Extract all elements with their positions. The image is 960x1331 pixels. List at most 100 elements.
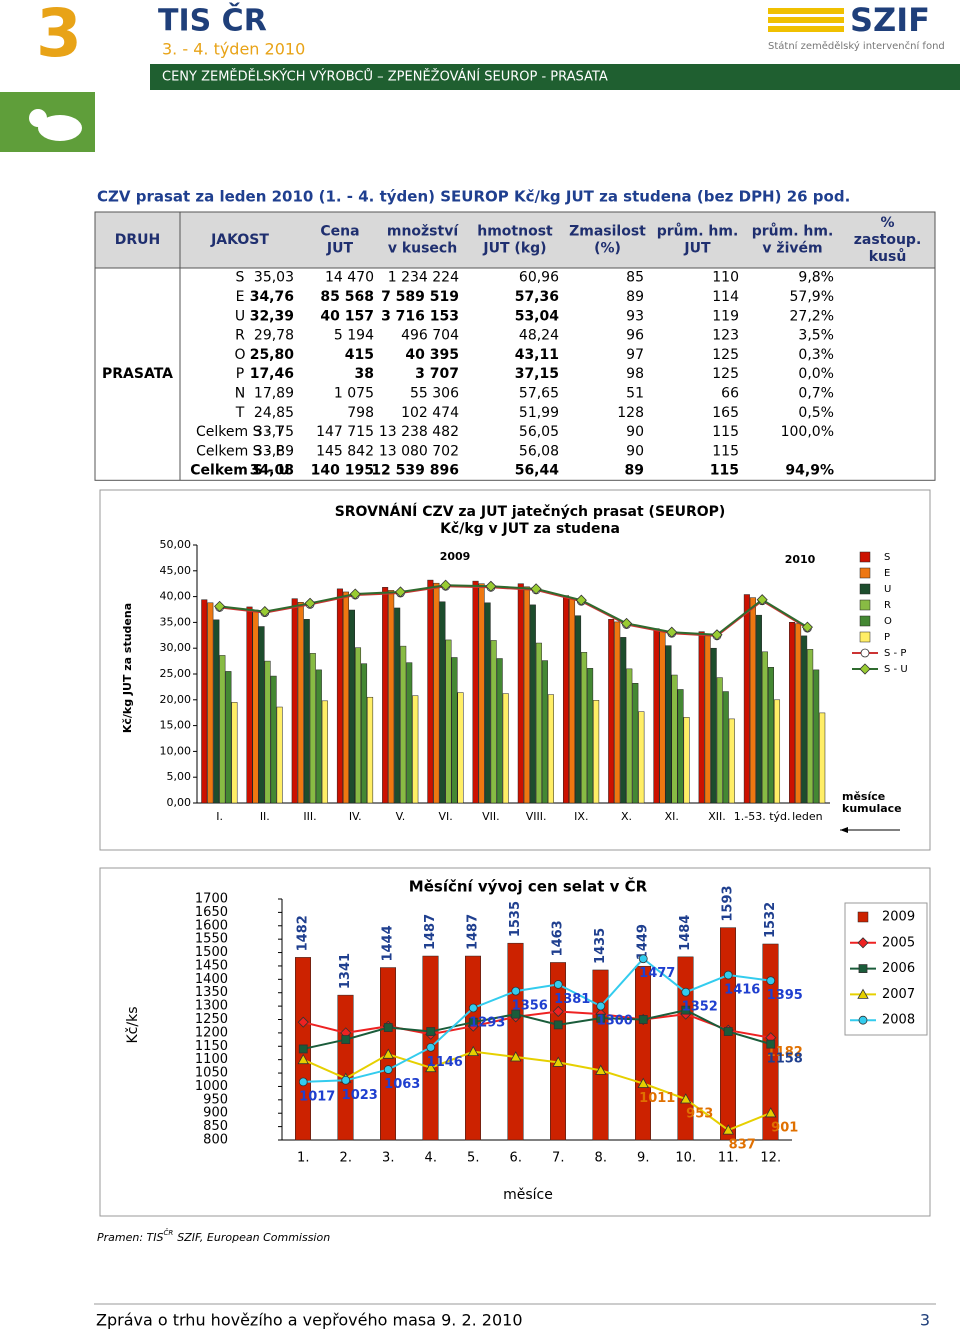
legend-swatch [859, 631, 871, 643]
point [637, 1077, 649, 1088]
y-tick-label: 1700 [195, 892, 228, 907]
legend-swatch [859, 583, 871, 595]
table-cell: 13 238 482 [379, 424, 459, 440]
table-cell: 798 [347, 405, 374, 421]
x-note: měsíce [842, 790, 885, 803]
bar [394, 607, 401, 804]
line [302, 1050, 772, 1132]
y-tick-label: 800 [203, 1133, 228, 1148]
table-cell: 25,80 [250, 347, 295, 363]
table-header: JAKOST [210, 232, 269, 248]
table-cell: 89 [625, 463, 644, 479]
point [341, 1075, 351, 1085]
y-tick-label: 900 [203, 1106, 228, 1121]
value-label: 1011 [639, 1091, 675, 1106]
x-tick-label: VI. [439, 810, 453, 823]
line [303, 957, 771, 1083]
table-cell: 57,9% [790, 289, 834, 305]
y-tick-label: 20,00 [160, 693, 192, 706]
bar [270, 675, 277, 804]
bar [635, 965, 651, 1141]
value-label: 1182 [767, 1045, 803, 1060]
szif-sub: Státní zemědělský intervenční fond [768, 40, 945, 52]
bar [665, 645, 672, 804]
table-header: JUT [326, 241, 354, 257]
point [341, 1035, 351, 1044]
bar [213, 619, 220, 804]
bar [677, 956, 694, 1141]
table-cell: 123 [712, 328, 739, 344]
table-header: % [880, 215, 894, 231]
table-cell: 56,44 [515, 463, 560, 479]
table-cell: 24,85 [254, 405, 294, 421]
y-tick-label: 35,00 [160, 615, 192, 628]
table-cell: 17,89 [254, 385, 294, 401]
table-cell: 51,99 [519, 405, 559, 421]
bar [406, 662, 413, 804]
bar [632, 683, 639, 804]
bar [801, 635, 808, 804]
bar [728, 718, 735, 804]
legend-label: 2009 [882, 910, 915, 925]
table-cell: 34,08 [250, 463, 294, 479]
table-cell: 32,39 [250, 308, 294, 324]
point [440, 579, 452, 591]
point [858, 1015, 868, 1025]
table-cell: P [236, 366, 244, 382]
bar [367, 696, 374, 804]
table-cell: 40 157 [320, 308, 374, 324]
bar [819, 712, 826, 804]
table-cell: 90 [626, 424, 644, 440]
x-tick-label: III. [303, 810, 316, 823]
table-header: JUT (kg) [482, 241, 546, 257]
bar [400, 645, 407, 804]
bar [773, 699, 781, 804]
table-header: množství [387, 224, 459, 240]
table-cell: T [235, 405, 245, 421]
point [297, 1053, 309, 1065]
point [859, 663, 871, 675]
chart-title: SROVNÁNÍ CZV za JUT jatečných prasat (SE… [335, 503, 726, 520]
table-cell: 115 [712, 424, 739, 440]
point [297, 1016, 309, 1028]
y-tick-label: 1350 [195, 985, 228, 1000]
line [219, 584, 808, 636]
source-b: SZIF, European Commission [177, 1231, 330, 1244]
x-tick-label: 7. [552, 1151, 564, 1166]
bar [638, 711, 645, 804]
table-cell: 3 707 [415, 366, 459, 382]
y-tick-label: 1500 [195, 945, 228, 960]
szif-stripes [768, 8, 844, 32]
subtitle-band [150, 64, 960, 90]
table-cell: 0,5% [798, 405, 834, 421]
legend-label: S - U [884, 664, 908, 675]
x-tick-label: 1.-53. týd. [734, 810, 791, 823]
table-cell: 34,76 [250, 289, 294, 305]
legend-label: 2006 [882, 961, 915, 976]
point [596, 1001, 606, 1011]
y-tick-label: 15,00 [160, 719, 192, 732]
table-border [94, 211, 936, 481]
table-cell: 3 716 153 [381, 308, 459, 324]
table-cell: 56,05 [519, 424, 559, 440]
chart1-frame [99, 489, 931, 851]
table-cell: 97 [626, 347, 644, 363]
week: 3. - 4. týden 2010 [162, 40, 305, 59]
y-tick-label: 1300 [195, 999, 228, 1014]
table-header: prům. hm. [657, 223, 739, 240]
x-tick-label: XI. [665, 810, 679, 823]
value-label: 1341 [338, 953, 353, 989]
table-cell: 145 842 [316, 443, 374, 459]
value-label: 1300 [597, 1014, 633, 1029]
bar [535, 642, 542, 804]
table-cell: 5 194 [334, 328, 374, 344]
x-tick-label: 2. [340, 1151, 352, 1166]
point [511, 1009, 521, 1019]
x-tick-label: 8. [595, 1151, 607, 1166]
y-axis-label: Kč/ks [125, 1007, 141, 1044]
table-cell: 57,36 [515, 289, 559, 305]
y-tick-label: 1200 [195, 1025, 228, 1040]
table-cell: 37,15 [515, 366, 559, 382]
value-label: 1487 [466, 914, 481, 950]
